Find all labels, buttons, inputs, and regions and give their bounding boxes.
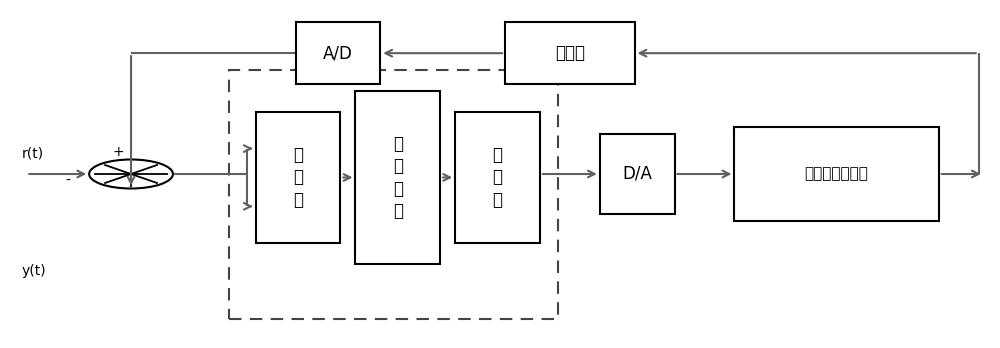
Text: +: + [113, 145, 124, 159]
Circle shape [89, 159, 173, 189]
Bar [296, 22, 380, 84]
Bar [355, 91, 440, 264]
Text: 解
模
糊: 解 模 糊 [493, 146, 503, 209]
Text: y(t): y(t) [21, 264, 46, 278]
Text: 模
糊
化: 模 糊 化 [293, 146, 303, 209]
Bar [256, 112, 340, 243]
Text: 飞剪执行子系统: 飞剪执行子系统 [805, 166, 868, 182]
Text: 模
糊
推
理: 模 糊 推 理 [393, 135, 403, 220]
Bar [600, 134, 675, 214]
Bar [229, 70, 558, 319]
Text: r(t): r(t) [21, 146, 43, 160]
Text: 传感器: 传感器 [555, 44, 585, 62]
Text: -: - [66, 174, 71, 188]
Bar [505, 22, 635, 84]
Bar [455, 112, 540, 243]
Bar [734, 127, 939, 221]
Text: A/D: A/D [323, 44, 353, 62]
Text: D/A: D/A [622, 165, 652, 183]
